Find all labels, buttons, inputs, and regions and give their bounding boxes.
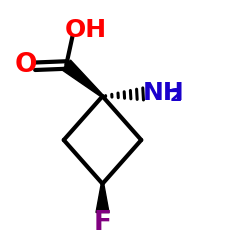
Text: OH: OH	[65, 18, 107, 42]
Text: O: O	[14, 52, 37, 78]
Text: 2: 2	[170, 87, 182, 105]
Text: NH: NH	[142, 80, 184, 104]
Polygon shape	[96, 184, 109, 212]
Text: F: F	[94, 210, 112, 236]
Polygon shape	[62, 60, 103, 97]
